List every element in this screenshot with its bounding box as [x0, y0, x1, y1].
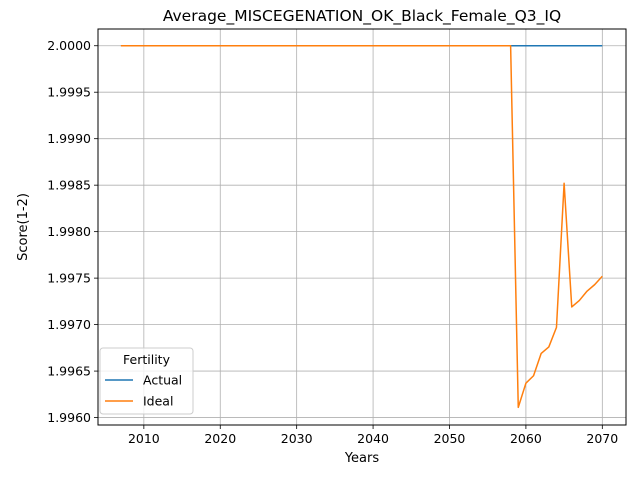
y-tick-label: 1.9965 [47, 364, 91, 379]
x-tick-label: 2070 [586, 431, 618, 446]
x-tick-label: 2050 [434, 431, 466, 446]
grid [98, 29, 626, 425]
ticks: 2010 2020 2030 2040 2050 2060 2070 1.9960 1.9965… [47, 38, 618, 446]
legend-title: Fertility [123, 352, 171, 367]
x-tick-label: 2060 [510, 431, 542, 446]
series-line-ideal [120, 44, 603, 409]
y-tick-label: 1.9970 [47, 317, 91, 332]
legend-box [99, 347, 194, 415]
y-tick-label: 1.9995 [47, 85, 91, 100]
legend-entry-actual: Actual [143, 373, 182, 388]
plot-frame [97, 28, 627, 426]
x-tick-label: 2040 [357, 431, 389, 446]
legend: Fertility Actual Ideal [99, 347, 194, 415]
series-layer [120, 44, 603, 409]
y-tick-label: 1.9960 [47, 410, 91, 425]
y-tick-label: 2.0000 [47, 38, 91, 53]
x-tick-label: 2020 [204, 431, 236, 446]
chart-title: Average_MISCEGENATION_OK_Black_Female_Q3… [163, 7, 561, 26]
x-axis-label: Years [344, 451, 380, 466]
y-axis-label: Score(1-2) [16, 193, 31, 261]
y-tick-label: 1.9990 [47, 131, 91, 146]
y-tick-label: 1.9975 [47, 271, 91, 286]
legend-entry-ideal: Ideal [143, 394, 173, 409]
x-tick-label: 2030 [281, 431, 313, 446]
x-tick-label: 2010 [128, 431, 160, 446]
y-tick-label: 1.9980 [47, 224, 91, 239]
y-tick-label: 1.9985 [47, 178, 91, 193]
